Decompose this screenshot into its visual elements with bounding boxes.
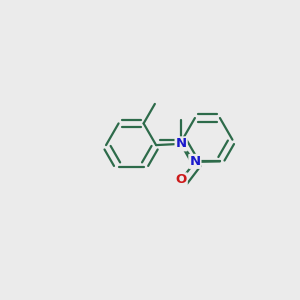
Text: N: N xyxy=(189,155,200,168)
Text: O: O xyxy=(176,173,187,186)
Text: N: N xyxy=(176,137,187,150)
